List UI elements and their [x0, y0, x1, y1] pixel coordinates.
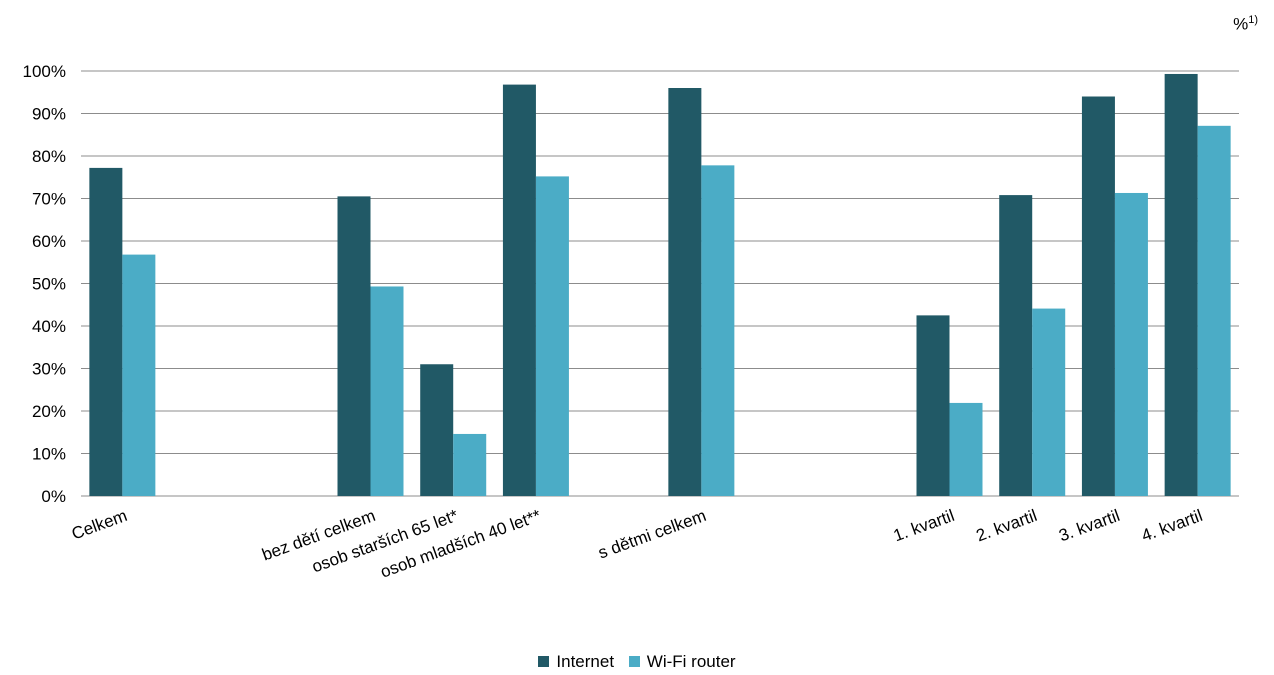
legend-swatch-wifi-router [628, 656, 640, 667]
x-tick-label: 1. kvartil [891, 506, 957, 546]
bar-internet [337, 196, 371, 496]
y-tick-label: 100% [23, 62, 66, 81]
gridlines [81, 70, 1239, 497]
legend-label-internet: Internet [556, 652, 615, 671]
bar-internet [1164, 73, 1198, 496]
bar-wi-fi-router [370, 286, 404, 496]
y-tick-label: 90% [32, 105, 66, 124]
bar-internet [502, 84, 536, 496]
bar-internet [668, 88, 702, 496]
x-tick-label: s dětmi celkem [596, 506, 709, 563]
y-tick-label: 10% [32, 445, 66, 464]
bar-wi-fi-router [1114, 192, 1148, 496]
y-tick-label: 70% [32, 190, 66, 209]
x-tick-label: Celkem [69, 506, 130, 544]
bar-internet [89, 167, 123, 496]
bar-internet [1081, 96, 1115, 496]
bar-internet [999, 195, 1033, 496]
legend-label-wifi-router: Wi-Fi router [646, 652, 736, 671]
bar-wi-fi-router [949, 402, 983, 496]
bar-wi-fi-router [535, 176, 569, 496]
y-tick-label: 60% [32, 232, 66, 251]
bar-internet [420, 364, 454, 496]
bar-wi-fi-router [1032, 308, 1066, 496]
unit-label: %1) [1233, 14, 1258, 34]
bar-wi-fi-router [453, 433, 487, 496]
bars [89, 73, 1231, 496]
bar-chart: 0% 10% 20% 30% 40% 50% 60% 70% 80% 90% 100% Celkem… [23, 62, 1239, 582]
bar-wi-fi-router [701, 165, 735, 496]
legend-swatch-internet [538, 656, 550, 667]
legend-item-wifi-router: Wi-Fi router [628, 652, 736, 672]
y-tick-label: 80% [32, 147, 66, 166]
bar-internet [916, 315, 950, 496]
legend: Internet Wi-Fi router [0, 652, 1274, 672]
y-tick-label: 50% [32, 275, 66, 294]
legend-item-internet: Internet [538, 652, 614, 672]
y-tick-label: 30% [32, 360, 66, 379]
y-tick-label: 0% [41, 487, 66, 506]
x-tick-label: 3. kvartil [1056, 506, 1122, 546]
y-tick-label: 40% [32, 317, 66, 336]
x-tick-label: 2. kvartil [974, 506, 1040, 546]
x-tick-label: 4. kvartil [1139, 506, 1205, 546]
y-axis-ticks: 0% 10% 20% 30% 40% 50% 60% 70% 80% 90% 100% [23, 62, 66, 506]
bar-wi-fi-router [1197, 125, 1231, 496]
bar-wi-fi-router [122, 254, 156, 496]
y-tick-label: 20% [32, 402, 66, 421]
